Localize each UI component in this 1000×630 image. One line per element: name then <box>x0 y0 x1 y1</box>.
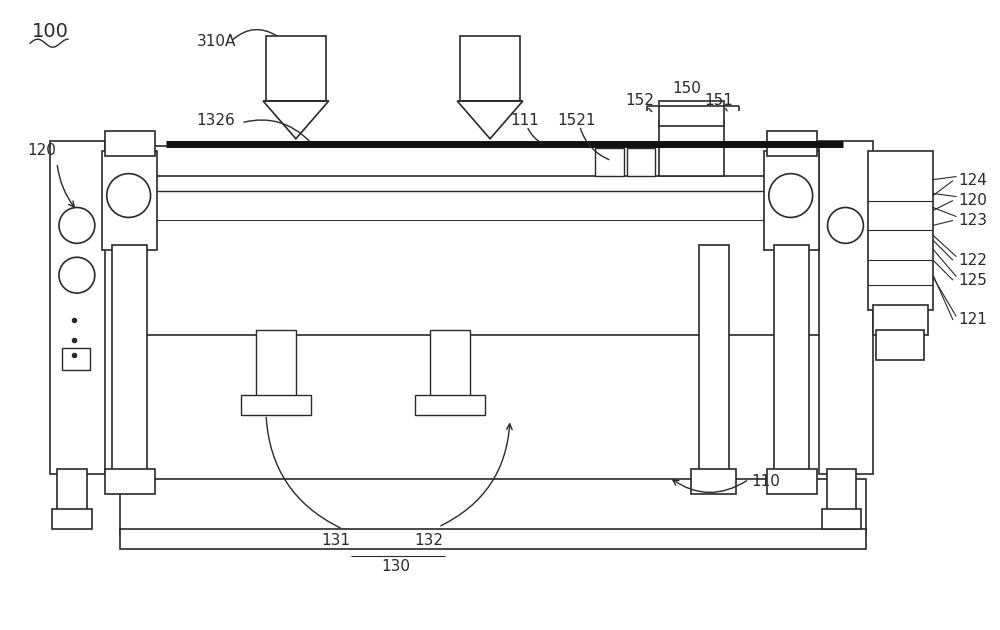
Bar <box>822 509 861 529</box>
Text: 121: 121 <box>958 312 987 328</box>
Text: 100: 100 <box>32 22 69 41</box>
Bar <box>876 330 924 360</box>
Text: 1326: 1326 <box>196 113 235 129</box>
Bar <box>595 148 624 176</box>
Text: 111: 111 <box>510 113 539 129</box>
Text: 120: 120 <box>27 143 56 158</box>
Bar <box>819 140 873 474</box>
Bar <box>112 245 147 474</box>
Text: 152: 152 <box>625 93 654 108</box>
Bar <box>430 330 470 399</box>
Bar <box>659 101 724 126</box>
Bar <box>120 529 866 549</box>
Bar <box>120 146 866 176</box>
Bar <box>105 131 155 156</box>
Bar <box>120 171 866 335</box>
Bar <box>415 394 485 415</box>
Bar <box>102 151 157 250</box>
Bar <box>767 131 817 156</box>
Text: 151: 151 <box>705 93 733 108</box>
Bar <box>241 394 311 415</box>
Bar <box>774 245 809 474</box>
Text: 1521: 1521 <box>558 113 596 129</box>
Text: 122: 122 <box>958 253 987 268</box>
Bar <box>62 348 90 370</box>
Text: 120: 120 <box>958 193 987 208</box>
Bar <box>52 509 92 529</box>
Bar <box>868 151 933 310</box>
Bar <box>50 140 105 474</box>
Bar <box>105 469 155 494</box>
Bar <box>764 151 819 250</box>
Bar <box>266 37 326 101</box>
Text: 130: 130 <box>381 559 410 575</box>
Text: 132: 132 <box>414 534 443 549</box>
Bar <box>699 245 729 474</box>
Text: 123: 123 <box>958 213 987 228</box>
Bar <box>120 479 866 534</box>
Bar <box>256 330 296 399</box>
Bar <box>627 148 655 176</box>
Text: 125: 125 <box>958 273 987 288</box>
Bar <box>57 469 87 514</box>
Text: 124: 124 <box>958 173 987 188</box>
Text: 310A: 310A <box>196 34 236 49</box>
Bar <box>827 469 856 514</box>
Bar <box>873 305 928 335</box>
Bar <box>460 37 520 101</box>
Text: 110: 110 <box>751 474 780 489</box>
Text: 150: 150 <box>673 81 702 96</box>
Bar <box>691 469 736 494</box>
Bar <box>767 469 817 494</box>
Bar <box>659 121 724 176</box>
Text: 131: 131 <box>321 534 350 549</box>
